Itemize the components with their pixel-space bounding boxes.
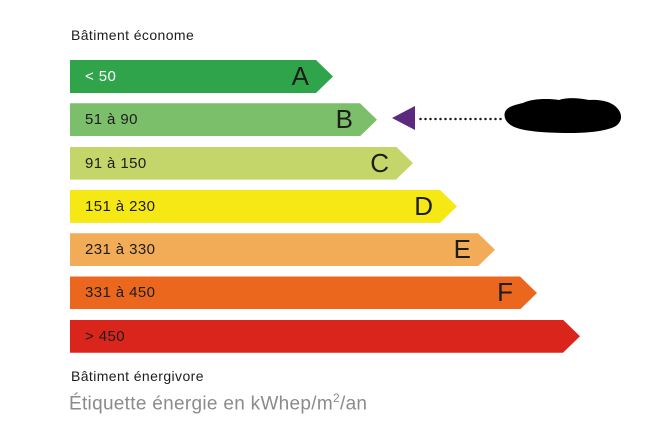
energy-range-label: 331 à 450	[85, 284, 156, 302]
energy-class-letter: A	[291, 61, 309, 91]
energy-class-letter: C	[370, 147, 389, 178]
energy-bar-f: 331 à 450 F	[70, 276, 537, 309]
redaction-blob	[504, 98, 622, 133]
energy-intensive-building-label: Bâtiment énergivore	[71, 368, 204, 384]
energy-bar-c: 91 à 150 C	[70, 147, 413, 180]
energy-range-label: 91 à 150	[85, 154, 147, 172]
energy-range-label: 51 à 90	[85, 111, 138, 129]
energy-range-label: < 50	[85, 68, 117, 85]
caption-suffix: /an	[339, 393, 368, 415]
energy-bar-g: > 450	[70, 320, 580, 353]
energy-scale: < 50 A 51 à 90 B 91 à 150 C 151 à 230 D …	[70, 60, 580, 353]
energy-range-label: 151 à 230	[85, 197, 156, 215]
energy-class-letter: D	[414, 190, 433, 221]
energy-range-label: 231 à 330	[85, 241, 156, 259]
dotted-line	[418, 117, 502, 121]
energy-class-letter: E	[453, 234, 471, 265]
caption-energy-label: Étiquette énergie en kWhep/m2/an	[69, 391, 367, 415]
economical-building-label: Bâtiment économe	[71, 27, 195, 43]
energy-bar-b: 51 à 90 B	[70, 103, 377, 136]
energy-bar-d: 151 à 230 D	[70, 190, 457, 223]
caption-superscript: 2	[333, 391, 340, 405]
energy-bar-a: < 50 A	[70, 60, 333, 93]
energy-class-letter: B	[335, 104, 353, 135]
energy-class-letter: F	[497, 277, 513, 308]
energy-bar-e: 231 à 330 E	[70, 233, 495, 266]
energy-range-label: > 450	[85, 327, 125, 345]
left-arrow-icon	[392, 106, 415, 130]
caption-prefix: Étiquette énergie en kWhep/m	[69, 393, 333, 415]
